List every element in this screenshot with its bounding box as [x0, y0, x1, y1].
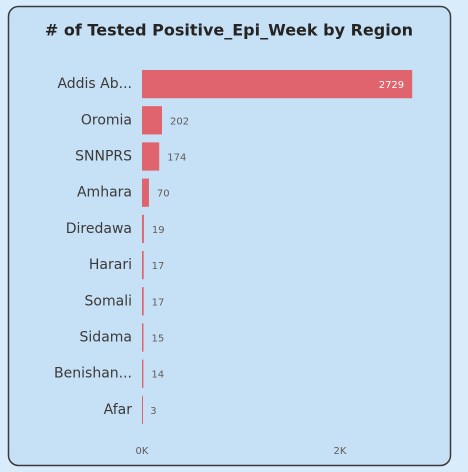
y-tick-label: Diredawa [66, 221, 132, 237]
card [7, 5, 452, 467]
bar [142, 250, 144, 280]
bar [142, 106, 162, 135]
value-label: 15 [151, 334, 164, 345]
chart-title: # of Tested Positive_Epi_Week by Region [45, 21, 413, 40]
bar [142, 323, 144, 352]
bar [142, 287, 144, 316]
y-tick-label: Harari [89, 257, 132, 273]
value-label: 2729 [379, 80, 404, 91]
bar [142, 359, 144, 388]
y-tick-label: Addis Ab... [57, 76, 132, 92]
x-tick-label: 2K [334, 446, 347, 457]
bar [142, 214, 144, 244]
bar [142, 69, 413, 99]
y-tick-label: Afar [104, 402, 133, 418]
y-tick-label: Sidama [80, 330, 132, 346]
value-label: 3 [150, 406, 156, 417]
value-label: 70 [157, 189, 170, 200]
value-label: 174 [167, 153, 186, 164]
bar [142, 395, 143, 425]
x-tick-label: 0K [136, 446, 149, 457]
value-label: 17 [152, 261, 165, 272]
value-label: 17 [152, 297, 165, 308]
value-label: 14 [151, 370, 164, 381]
value-label: 19 [152, 225, 165, 236]
y-tick-label: Oromia [81, 112, 132, 128]
value-label: 202 [170, 116, 189, 127]
y-tick-label: Amhara [77, 185, 132, 201]
y-tick-label: Somali [85, 293, 132, 309]
y-tick-label: Benishan... [54, 366, 132, 382]
bar [142, 178, 149, 207]
bar [142, 142, 160, 171]
y-tick-label: SNNPRS [75, 149, 132, 165]
